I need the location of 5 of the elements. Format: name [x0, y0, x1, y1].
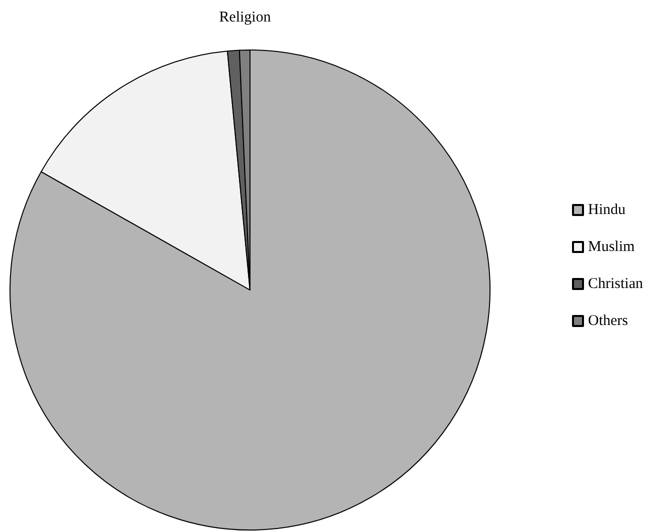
legend-label: Hindu	[588, 202, 626, 218]
legend-label: Christian	[588, 276, 644, 292]
chart-title: Religion	[219, 10, 272, 26]
legend-label: Muslim	[588, 239, 636, 255]
legend-label: Others	[588, 313, 628, 329]
